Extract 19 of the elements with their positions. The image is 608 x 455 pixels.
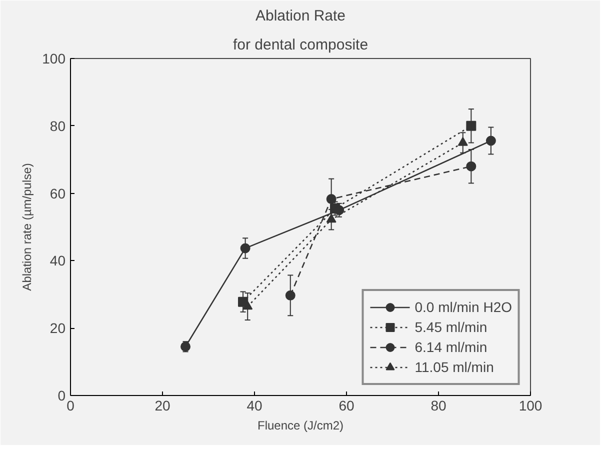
chart-subtitle: for dental composite bbox=[232, 36, 368, 54]
x-tick-label: 20 bbox=[154, 398, 170, 414]
y-tick-label: 100 bbox=[42, 50, 66, 66]
x-tick-label: 80 bbox=[430, 398, 446, 414]
x-tick-label: 100 bbox=[518, 398, 542, 414]
legend-label: 5.45 ml/min bbox=[414, 319, 488, 335]
x-tick-label: 40 bbox=[246, 398, 262, 414]
y-tick-label: 40 bbox=[50, 252, 66, 269]
y-tick-label: 60 bbox=[50, 185, 66, 202]
x-axis-title: Fluence (J/cm2) bbox=[257, 418, 344, 432]
y-tick-label: 80 bbox=[50, 118, 66, 134]
legend-label: 6.14 ml/min bbox=[414, 339, 488, 355]
y-tick-label: 20 bbox=[50, 320, 66, 336]
y-tick-label: 0 bbox=[58, 388, 66, 404]
legend-label: 0.0 ml/min H2O bbox=[414, 299, 512, 315]
legend-label: 11.05 ml/min bbox=[414, 359, 494, 375]
x-tick-label: 60 bbox=[338, 398, 354, 414]
chart-title: Ablation Rate bbox=[255, 8, 346, 24]
y-axis-title: Ablation rate (µm/pulse) bbox=[20, 163, 34, 291]
